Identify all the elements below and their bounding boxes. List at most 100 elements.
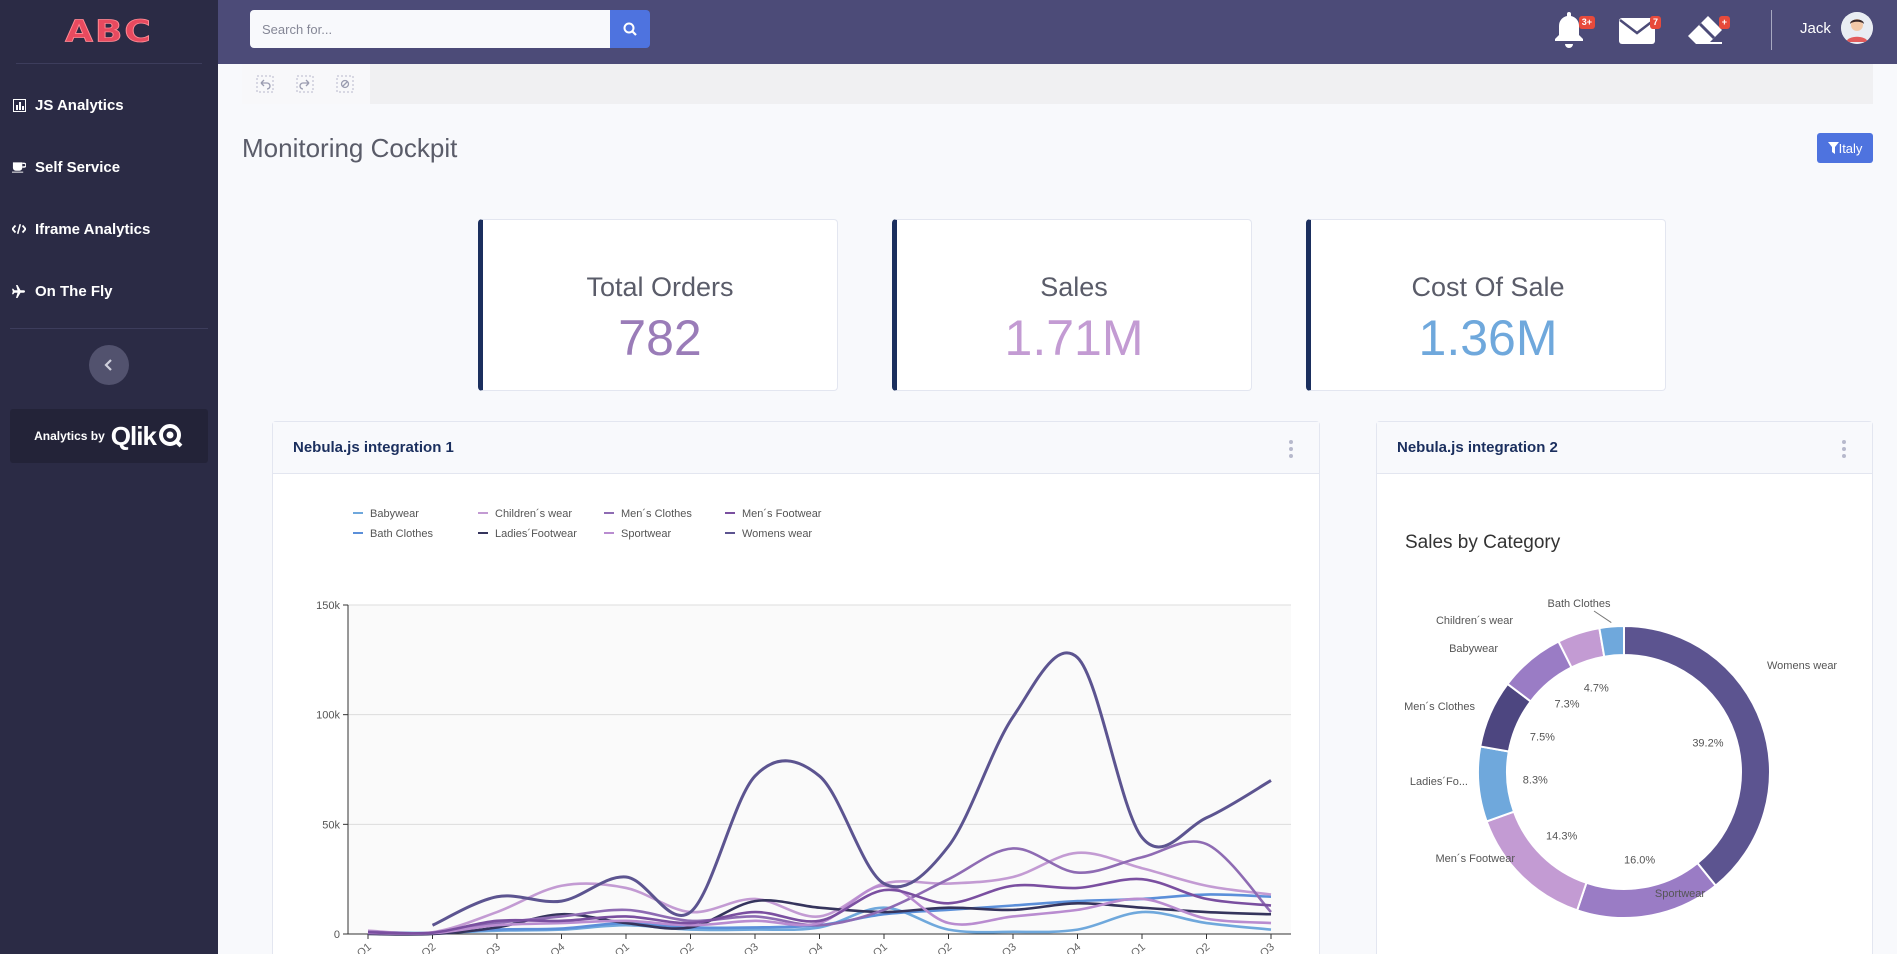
slice-leader-line <box>1593 610 1612 623</box>
slice-name-label: Children´s wear <box>1436 615 1513 627</box>
panel-title: Nebula.js integration 2 <box>1397 439 1558 456</box>
x-tick-label: 2019-Q4 <box>785 941 826 954</box>
kpi-value: 1.71M <box>1004 310 1144 366</box>
x-tick-label: 2018-Q3 <box>462 941 503 954</box>
slice-percent-label: 14.3% <box>1546 831 1577 843</box>
x-tick-label: 2021-Q3 <box>1236 941 1277 954</box>
donut-slice[interactable] <box>1477 745 1516 823</box>
legend-label: Men´s Clothes <box>621 508 692 520</box>
qlik-q-icon <box>158 424 183 448</box>
panel-menu-icon[interactable] <box>1289 440 1293 458</box>
x-tick-label: 2020-Q1 <box>849 941 890 954</box>
legend-item[interactable]: Bath Clothes <box>353 528 433 540</box>
series-line[interactable] <box>431 651 1272 927</box>
sidebar-item-label: Self Service <box>35 158 121 176</box>
x-tick-label: 2020-Q2 <box>914 941 955 954</box>
selection-toolbar <box>242 64 1873 104</box>
legend-label: Babywear <box>370 508 419 520</box>
slice-percent-label: 39.2% <box>1692 737 1723 749</box>
chevron-left-icon <box>104 359 112 371</box>
sidebar-toggle-button[interactable] <box>89 345 129 385</box>
clear-button[interactable]: + <box>1686 10 1730 50</box>
legend-item[interactable]: Sportwear <box>604 528 671 540</box>
envelope-icon <box>1619 18 1655 44</box>
slice-percent-label: 7.5% <box>1530 731 1555 743</box>
clear-selections-icon[interactable] <box>336 75 354 93</box>
panel-header: Nebula.js integration 2 <box>1377 422 1872 474</box>
filter-label: Italy <box>1838 140 1863 156</box>
x-tick-label: 2018-Q4 <box>527 941 568 954</box>
slice-name-label: Men´s Footwear <box>1436 853 1516 865</box>
slice-name-label: Sportwear <box>1655 888 1705 900</box>
sidebar-item-on-the-fly[interactable]: On The Fly <box>0 260 218 322</box>
legend-label: Men´s Footwear <box>742 508 822 520</box>
sidebar-item-iframe-analytics[interactable]: Iframe Analytics <box>0 198 218 260</box>
sidebar-item-js-analytics[interactable]: JS Analytics <box>0 74 218 136</box>
slice-percent-label: 16.0% <box>1624 855 1655 867</box>
panel-header: Nebula.js integration 1 <box>273 422 1319 474</box>
sidebar-item-label: Iframe Analytics <box>35 220 151 238</box>
legend-label: Sportwear <box>621 528 671 540</box>
legend-item[interactable]: Ladies´Footwear <box>478 528 577 540</box>
user-menu[interactable]: Jack <box>1800 12 1873 44</box>
donut-slice[interactable] <box>1598 624 1625 658</box>
step-back-icon[interactable] <box>256 75 274 93</box>
legend-label: Bath Clothes <box>370 528 433 540</box>
page-title: Monitoring Cockpit <box>242 133 458 163</box>
donut-slice[interactable] <box>1623 624 1771 888</box>
search-input[interactable] <box>250 10 611 48</box>
legend-item[interactable]: Babywear <box>353 508 419 520</box>
slice-name-label: Womens wear <box>1767 660 1837 672</box>
x-tick-label: 2020-Q3 <box>978 941 1019 954</box>
legend-item[interactable]: Men´s Clothes <box>604 508 692 520</box>
panel-menu-icon[interactable] <box>1842 440 1846 458</box>
series-line[interactable] <box>367 877 1272 935</box>
filter-icon <box>1827 142 1839 154</box>
alerts-button[interactable]: 3+ <box>1551 10 1595 50</box>
line-chart[interactable]: 0 50k 100k 150k 2018-Q1 2018-Q2 2018-Q3 2018-Q4… <box>273 474 1319 954</box>
legend-item[interactable]: Children´s wear <box>478 508 572 520</box>
topbar-divider <box>1771 10 1772 50</box>
brand-logo[interactable]: ABC <box>65 14 153 50</box>
legend-label: Ladies´Footwear <box>495 528 577 540</box>
x-tick-label: 2018-Q1 <box>333 941 374 954</box>
eraser-icon <box>1688 16 1722 44</box>
slice-name-label: Bath Clothes <box>1548 598 1611 610</box>
qlik-logo: Qlik <box>110 420 157 451</box>
legend-item[interactable]: Womens wear <box>725 528 812 540</box>
slice-name-label: Babywear <box>1449 643 1498 655</box>
kpi-value: 782 <box>618 310 702 366</box>
y-tick-label: 100k <box>316 710 340 722</box>
y-tick-label: 50k <box>322 819 340 831</box>
kpi-card-cost-of-sale: Cost Of Sale 1.36M <box>1306 219 1666 391</box>
plane-icon <box>12 284 26 298</box>
sidebar-item-label: On The Fly <box>35 282 113 300</box>
donut-chart[interactable]: 39.2% Womens wear 16.0% Sportwear 14.3% Men´s… <box>1377 474 1872 954</box>
series-line[interactable] <box>367 884 1272 935</box>
brand[interactable]: ABC <box>16 0 202 64</box>
coffee-icon <box>12 160 26 174</box>
qlik-branding[interactable]: Analytics by Qlik <box>10 409 208 463</box>
messages-button[interactable]: 7 <box>1617 10 1661 50</box>
slice-name-label: Ladies´Fo... <box>1410 776 1468 788</box>
bell-icon <box>1555 12 1583 48</box>
sidebar-item-self-service[interactable]: Self Service <box>0 136 218 198</box>
panel-nebula-1: Nebula.js integration 1 0 50k 100k 150k 2018… <box>272 421 1320 954</box>
plot-area <box>348 605 1291 934</box>
step-forward-icon[interactable] <box>296 75 314 93</box>
sidebar-nav: JS Analytics Self Service Iframe Analyti… <box>0 64 218 322</box>
panel-title: Nebula.js integration 1 <box>293 439 454 456</box>
search-icon <box>623 22 637 36</box>
y-tick-label: 150k <box>316 600 340 612</box>
avatar-icon <box>1840 12 1873 44</box>
legend-item[interactable]: Men´s Footwear <box>725 508 822 520</box>
avatar[interactable] <box>1840 12 1873 44</box>
panel-nebula-2: Nebula.js integration 2 Sales by Categor… <box>1376 421 1873 954</box>
filter-button[interactable]: Italy <box>1817 133 1873 163</box>
analytics-by-label: Analytics by <box>34 429 105 443</box>
code-icon <box>12 222 26 236</box>
y-tick-label: 0 <box>334 929 340 941</box>
search-button[interactable] <box>610 10 650 48</box>
slice-percent-label: 4.7% <box>1584 682 1609 694</box>
sidebar: ABC JS Analytics Self Service Iframe Ana… <box>0 0 218 954</box>
